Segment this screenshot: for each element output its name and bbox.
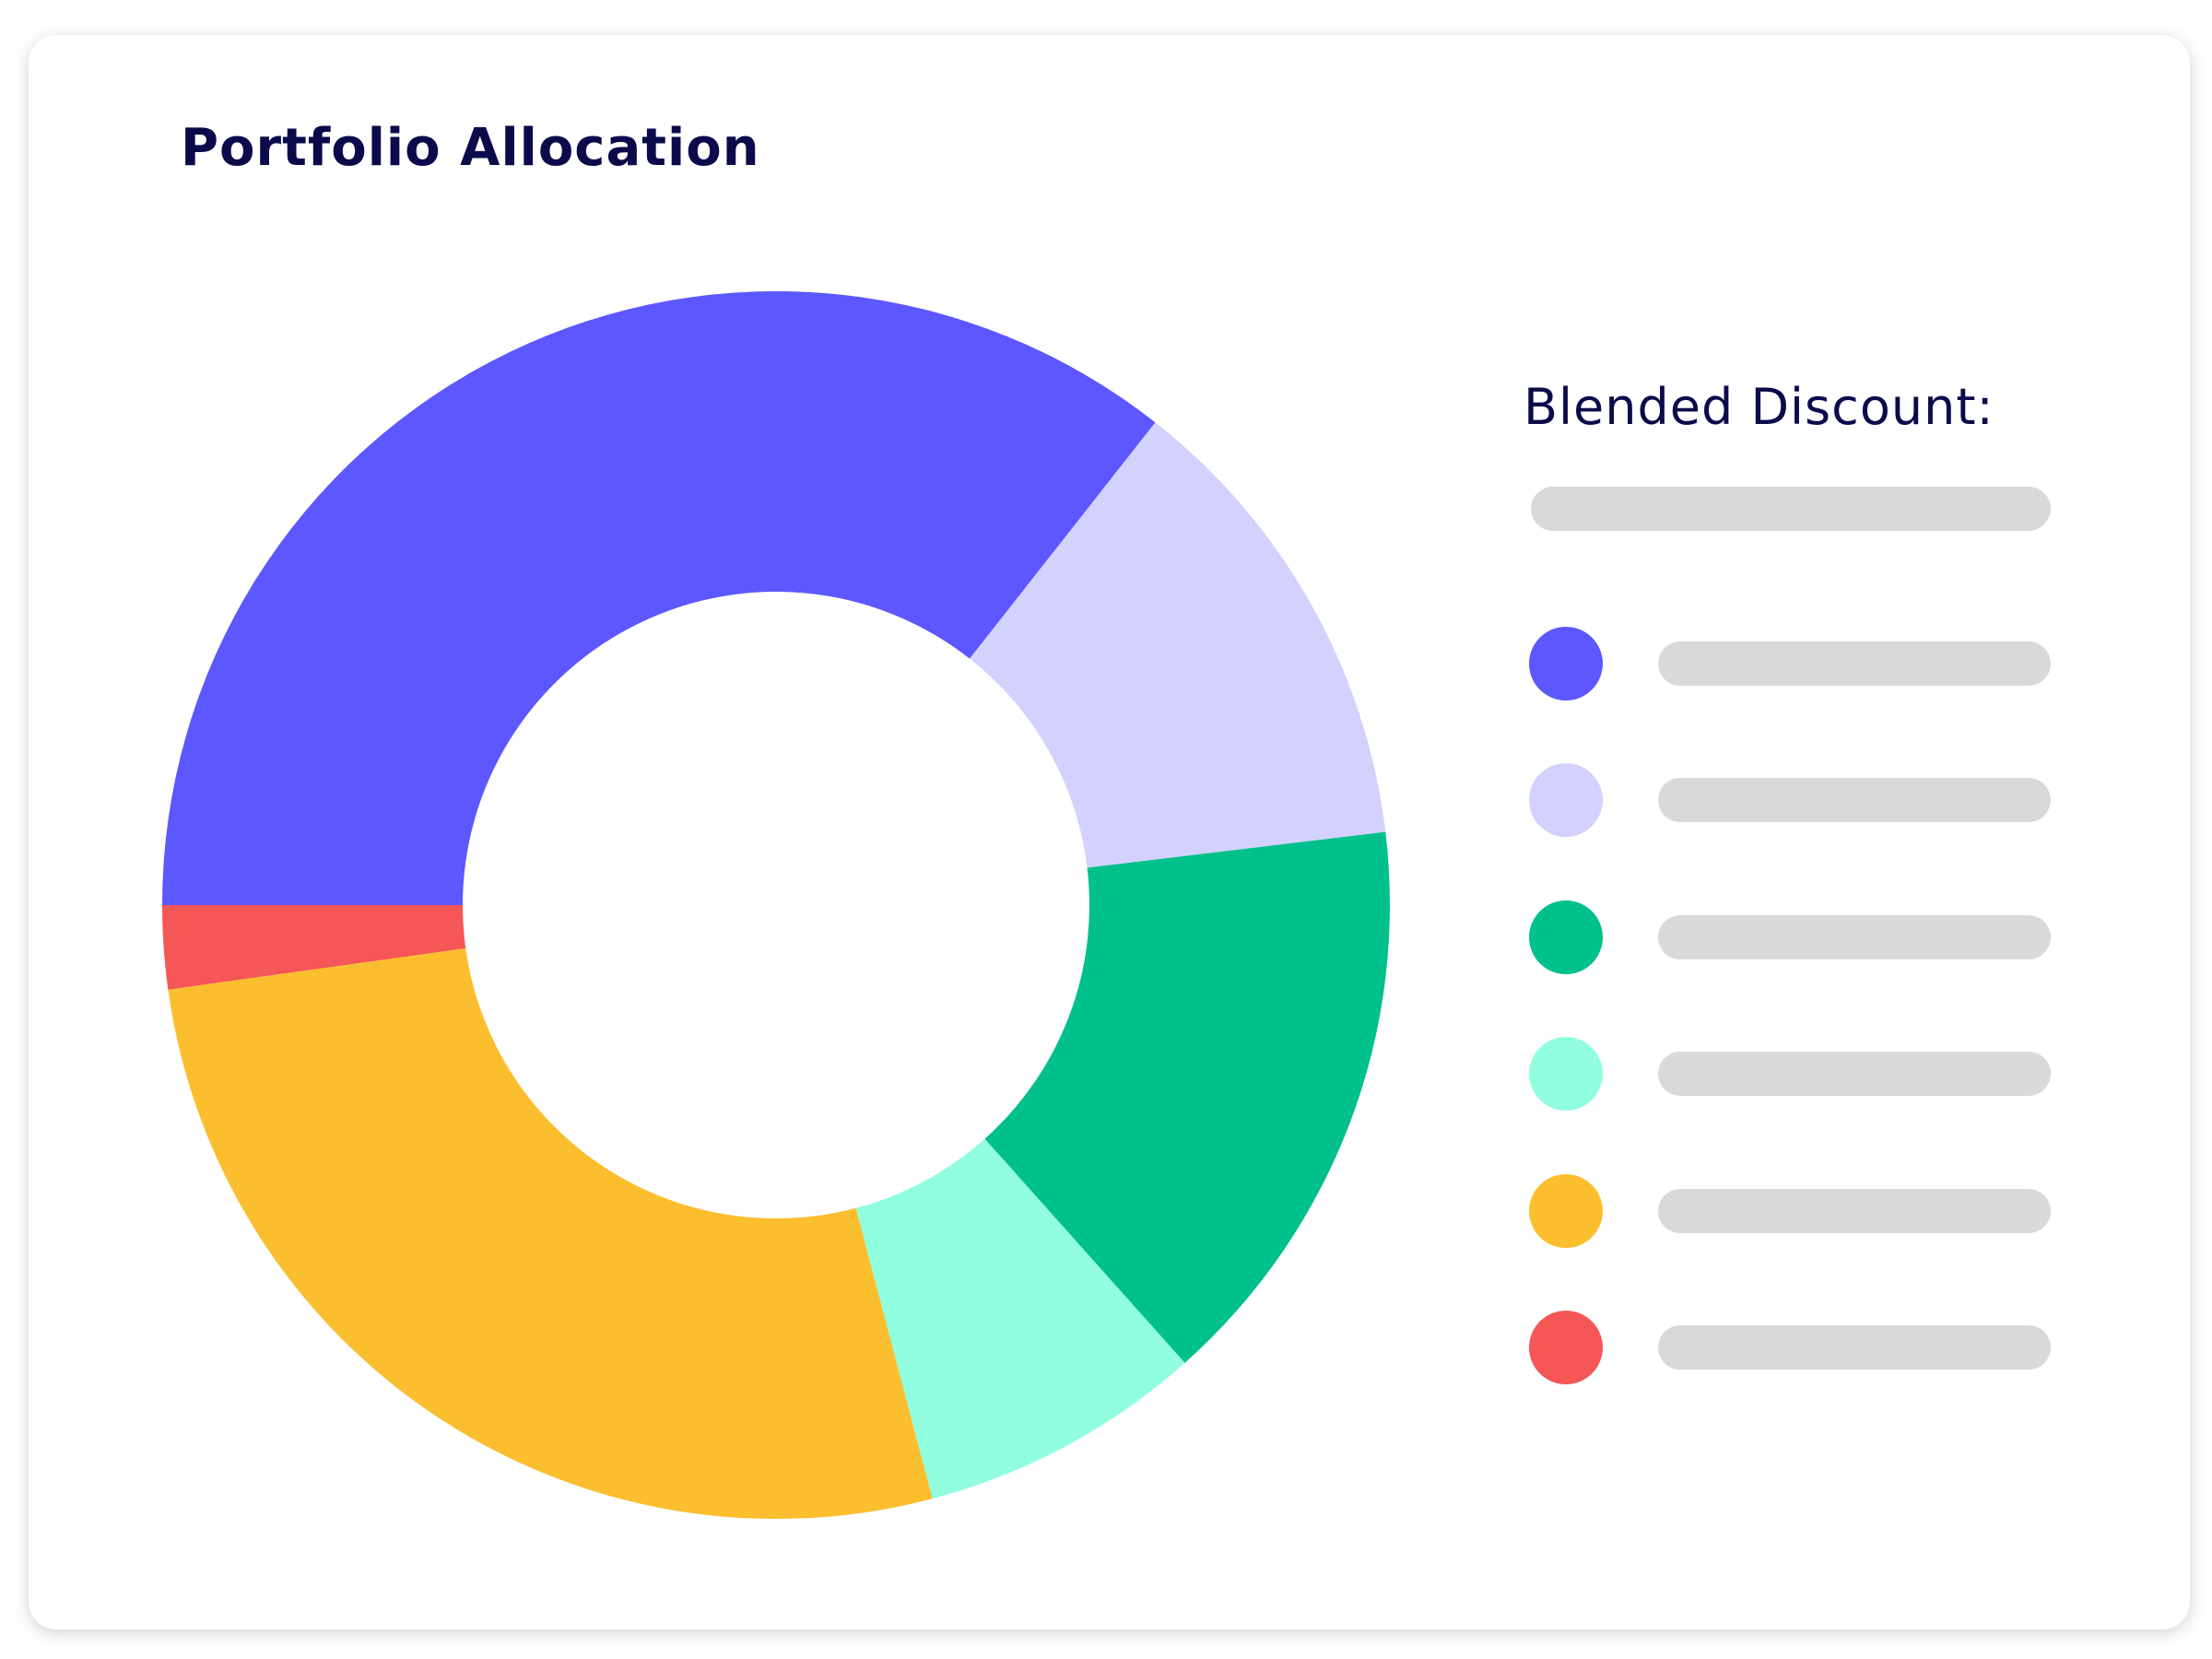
legend-swatch-2 (1529, 763, 1603, 838)
legend-swatch-5 (1529, 1173, 1603, 1248)
legend-label-placeholder-6 (1658, 1325, 2051, 1370)
legend-summary-placeholder (1531, 487, 2051, 531)
donut-slice-6 (162, 905, 466, 990)
donut-slice-4 (855, 1138, 1185, 1500)
legend-title: Blended Discount: (1524, 378, 1994, 436)
legend-swatch-1 (1529, 627, 1603, 700)
legend-swatch-6 (1529, 1311, 1603, 1384)
donut-slice-1 (162, 290, 1156, 905)
legend-swatch-3 (1529, 900, 1603, 974)
donut-slice-5 (168, 947, 933, 1519)
legend-label-placeholder-1 (1658, 641, 2051, 686)
legend-swatch-4 (1529, 1037, 1603, 1112)
legend-label-placeholder-3 (1658, 914, 2051, 959)
chart-title: Portfolio Allocation (181, 118, 760, 178)
donut-slice-2 (970, 422, 1386, 868)
legend-label-placeholder-2 (1658, 778, 2051, 823)
donut-slice-3 (984, 831, 1390, 1363)
legend-label-placeholder-4 (1658, 1052, 2051, 1097)
legend-label-placeholder-5 (1658, 1188, 2051, 1233)
